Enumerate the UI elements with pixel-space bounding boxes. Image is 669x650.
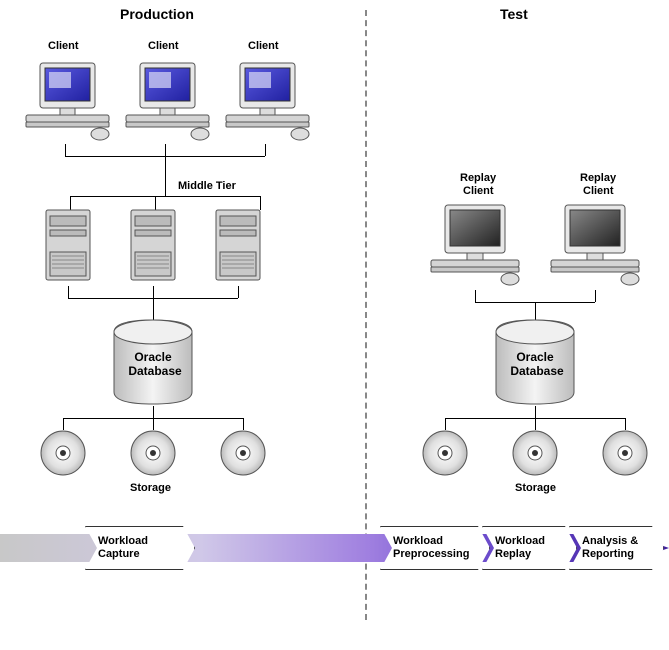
- db-label-line1: Oracle: [133, 350, 173, 364]
- db-label-test-line1: Oracle: [515, 350, 555, 364]
- flow-step-analysis: Analysis &Reporting: [569, 526, 664, 570]
- server-tower-icon: [123, 208, 183, 286]
- connector: [68, 286, 69, 298]
- flow-step-capture: WorkloadCapture: [85, 526, 195, 570]
- client-computer-icon: [20, 58, 115, 143]
- flow-step-label: WorkloadCapture: [98, 535, 148, 560]
- flow-step-preprocessing: WorkloadPreprocessing: [380, 526, 490, 570]
- client-label-2: Client: [148, 40, 179, 52]
- replay-client-label-1b: Client: [463, 185, 494, 197]
- cd-disc-icon: [128, 428, 178, 478]
- connector: [65, 144, 66, 156]
- connector: [238, 286, 239, 298]
- flow-step-label: WorkloadPreprocessing: [393, 535, 469, 560]
- connector: [595, 290, 596, 302]
- section-divider: [365, 10, 367, 620]
- connector: [68, 298, 238, 299]
- client-label-1: Client: [48, 40, 79, 52]
- db-label-test-line2: Database: [507, 364, 567, 378]
- cd-disc-icon: [600, 428, 650, 478]
- cd-disc-icon: [218, 428, 268, 478]
- connector: [65, 156, 265, 157]
- cd-disc-icon: [420, 428, 470, 478]
- flow-step-label: Analysis &Reporting: [582, 535, 638, 560]
- replay-client-label-2a: Replay: [580, 172, 616, 184]
- replay-client-computer-icon: [545, 200, 645, 290]
- cd-disc-icon: [38, 428, 88, 478]
- storage-label-prod: Storage: [130, 482, 171, 494]
- server-tower-icon: [38, 208, 98, 286]
- replay-client-label-1a: Replay: [460, 172, 496, 184]
- flow-step-label: WorkloadReplay: [495, 535, 545, 560]
- connector: [70, 196, 260, 197]
- connector: [265, 144, 266, 156]
- client-label-3: Client: [248, 40, 279, 52]
- connector: [475, 290, 476, 302]
- server-tower-icon: [208, 208, 268, 286]
- cd-disc-icon: [510, 428, 560, 478]
- middle-tier-label: Middle Tier: [178, 180, 236, 192]
- client-computer-icon: [220, 58, 315, 143]
- connector: [153, 286, 154, 320]
- replay-client-label-2b: Client: [583, 185, 614, 197]
- test-title: Test: [500, 6, 528, 22]
- connector: [165, 144, 166, 196]
- client-computer-icon: [120, 58, 215, 143]
- production-title: Production: [120, 6, 194, 22]
- replay-client-computer-icon: [425, 200, 525, 290]
- storage-label-test: Storage: [515, 482, 556, 494]
- flow-step-replay: WorkloadReplay: [482, 526, 577, 570]
- db-label-line2: Database: [125, 364, 185, 378]
